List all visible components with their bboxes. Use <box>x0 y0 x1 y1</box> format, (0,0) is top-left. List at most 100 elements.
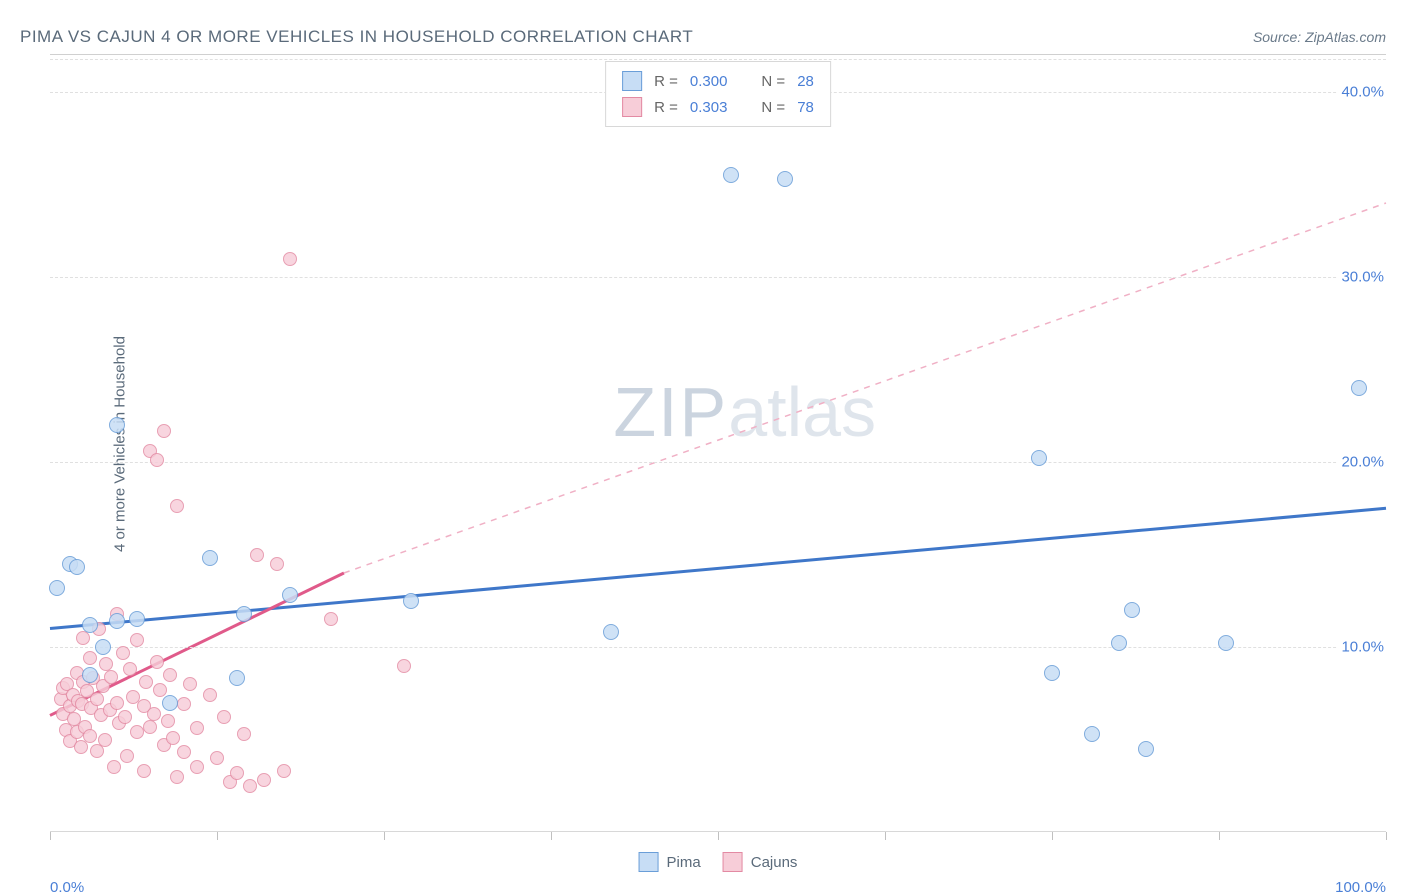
data-point <box>157 424 171 438</box>
swatch-cajuns <box>723 852 743 872</box>
x-axis <box>50 831 1386 832</box>
data-point <box>139 675 153 689</box>
data-point <box>82 667 98 683</box>
swatch-pima <box>639 852 659 872</box>
data-point <box>98 733 112 747</box>
data-point <box>123 662 137 676</box>
plot-region: ZIPatlas 10.0%20.0%30.0%40.0% <box>50 55 1386 832</box>
data-point <box>110 696 124 710</box>
data-point <box>237 727 251 741</box>
data-point <box>403 593 419 609</box>
series-legend: Pima Cajuns <box>639 852 798 872</box>
gridline <box>50 277 1386 278</box>
swatch-pima <box>622 71 642 91</box>
data-point <box>250 548 264 562</box>
y-tick-label: 10.0% <box>1337 639 1388 656</box>
data-point <box>190 721 204 735</box>
x-tick <box>1052 832 1053 840</box>
data-point <box>1084 726 1100 742</box>
data-point <box>83 729 97 743</box>
data-point <box>183 677 197 691</box>
y-tick-label: 30.0% <box>1337 269 1388 286</box>
stats-row-cajuns: R = 0.303 N = 78 <box>622 94 814 120</box>
data-point <box>109 613 125 629</box>
data-point <box>1351 380 1367 396</box>
swatch-cajuns <box>622 97 642 117</box>
data-point <box>161 714 175 728</box>
gridline <box>50 647 1386 648</box>
y-tick-label: 20.0% <box>1337 454 1388 471</box>
x-tick <box>217 832 218 840</box>
data-point <box>130 633 144 647</box>
data-point <box>116 646 130 660</box>
data-point <box>777 171 793 187</box>
gridline <box>50 462 1386 463</box>
data-point <box>83 651 97 665</box>
data-point <box>76 631 90 645</box>
data-point <box>130 725 144 739</box>
data-point <box>217 710 231 724</box>
stats-row-pima: R = 0.300 N = 28 <box>622 68 814 94</box>
data-point <box>69 559 85 575</box>
data-point <box>82 617 98 633</box>
x-tick <box>551 832 552 840</box>
x-min-label: 0.0% <box>50 879 84 896</box>
data-point <box>203 688 217 702</box>
data-point <box>1031 450 1047 466</box>
data-point <box>1124 602 1140 618</box>
stats-legend: R = 0.300 N = 28 R = 0.303 N = 78 <box>605 61 831 127</box>
trend-lines-layer <box>50 55 1386 832</box>
data-point <box>603 624 619 640</box>
data-point <box>166 731 180 745</box>
data-point <box>49 580 65 596</box>
x-tick <box>718 832 719 840</box>
data-point <box>190 760 204 774</box>
x-max-label: 100.0% <box>1335 879 1386 896</box>
data-point <box>177 697 191 711</box>
data-point <box>202 550 218 566</box>
source-attribution: Source: ZipAtlas.com <box>1253 29 1386 45</box>
chart-header: PIMA VS CAJUN 4 OR MORE VEHICLES IN HOUS… <box>20 20 1386 54</box>
data-point <box>107 760 121 774</box>
data-point <box>257 773 271 787</box>
data-point <box>137 764 151 778</box>
data-point <box>283 252 297 266</box>
trend-line <box>344 203 1386 573</box>
legend-item-cajuns: Cajuns <box>723 852 798 872</box>
y-tick-label: 40.0% <box>1337 84 1388 101</box>
data-point <box>277 764 291 778</box>
data-point <box>163 668 177 682</box>
data-point <box>324 612 338 626</box>
legend-item-pima: Pima <box>639 852 701 872</box>
data-point <box>162 695 178 711</box>
data-point <box>1044 665 1060 681</box>
data-point <box>229 670 245 686</box>
data-point <box>129 611 145 627</box>
data-point <box>723 167 739 183</box>
data-point <box>170 499 184 513</box>
data-point <box>170 770 184 784</box>
x-tick <box>1386 832 1387 840</box>
data-point <box>147 707 161 721</box>
x-tick <box>885 832 886 840</box>
data-point <box>99 657 113 671</box>
gridline <box>50 59 1386 60</box>
x-tick <box>50 832 51 840</box>
data-point <box>150 453 164 467</box>
data-point <box>1138 741 1154 757</box>
data-point <box>150 655 164 669</box>
data-point <box>90 692 104 706</box>
data-point <box>109 417 125 433</box>
data-point <box>153 683 167 697</box>
chart-title: PIMA VS CAJUN 4 OR MORE VEHICLES IN HOUS… <box>20 27 693 47</box>
data-point <box>74 740 88 754</box>
data-point <box>230 766 244 780</box>
data-point <box>236 606 252 622</box>
data-point <box>104 670 118 684</box>
data-point <box>243 779 257 793</box>
correlation-scatter-chart: 4 or more Vehicles in Household ZIPatlas… <box>50 54 1386 832</box>
x-tick <box>1219 832 1220 840</box>
data-point <box>282 587 298 603</box>
data-point <box>95 639 111 655</box>
data-point <box>177 745 191 759</box>
